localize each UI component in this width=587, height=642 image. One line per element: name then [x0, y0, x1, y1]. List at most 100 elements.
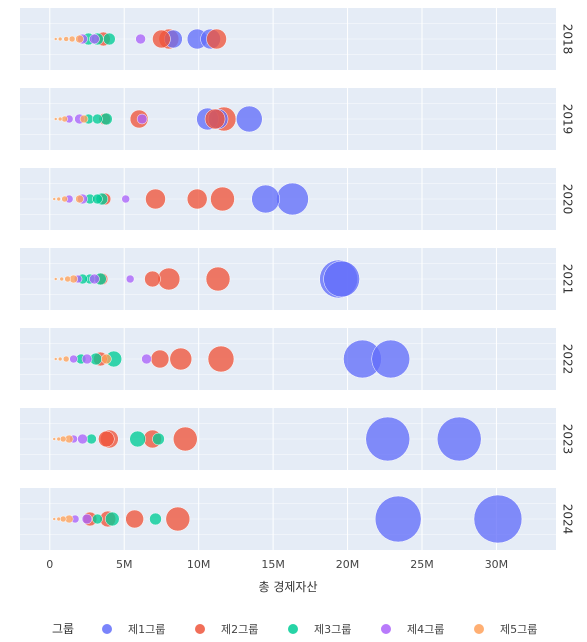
bubble-point	[57, 36, 63, 42]
legend-entry: 제1그룹	[128, 623, 165, 636]
facet-label: 2020	[561, 184, 575, 215]
bubble-point	[77, 433, 88, 445]
bubble-point	[53, 277, 58, 281]
facet-label: 2022	[561, 344, 575, 375]
x-tick-label: 30M	[485, 558, 509, 571]
facet-panel: 2021	[20, 248, 575, 310]
facet-panel: 2019	[20, 88, 575, 150]
bubble-point	[89, 273, 100, 285]
legend-entry: 제5그룹	[500, 623, 537, 636]
bubble-point	[89, 33, 100, 45]
x-tick-label: 15M	[261, 558, 285, 571]
bubble-point	[207, 345, 235, 373]
facet-label: 2018	[561, 24, 575, 55]
facet-panel: 2023	[20, 408, 575, 470]
legend-entry: 제2그룹	[221, 623, 258, 636]
bubble-point	[152, 432, 165, 446]
x-tick-label: 5M	[116, 558, 133, 571]
bubble-point	[81, 513, 93, 525]
bubble-point	[53, 117, 58, 121]
bubble-point	[157, 267, 181, 291]
legend-marker	[195, 624, 205, 634]
bubble-point	[251, 184, 280, 214]
bubble-point	[61, 195, 68, 203]
bubble-point	[169, 347, 193, 371]
bubble-point	[323, 260, 360, 298]
bubble-point	[52, 517, 56, 521]
bubble-point	[186, 188, 208, 210]
bubble-point	[69, 354, 78, 364]
facet-panel: 2018	[20, 8, 575, 70]
bubble-point	[204, 108, 226, 130]
x-axis: 0 5M 10M 15M 20M 25M 30M	[46, 558, 508, 571]
x-tick-label: 10M	[187, 558, 211, 571]
facet-label: 2021	[561, 264, 575, 295]
bubble-point	[210, 186, 235, 212]
bubble-point	[59, 515, 67, 523]
bubble-point	[173, 426, 198, 452]
bubble-point	[165, 506, 191, 532]
facet-panel: 2020	[20, 168, 575, 230]
bubble-point	[81, 353, 93, 365]
facet-panel: 2022	[20, 328, 575, 390]
bubble-point	[68, 35, 76, 43]
bubble-point	[145, 188, 166, 210]
bubble-point	[129, 430, 146, 448]
bubble-point	[136, 113, 148, 125]
bubble-point	[374, 495, 422, 543]
bubble-point	[371, 339, 410, 379]
bubble-point	[75, 194, 84, 204]
facet-panel: 2024	[20, 488, 575, 550]
bubble-point	[473, 494, 523, 544]
bubble-point	[62, 355, 70, 363]
bubble-point	[52, 197, 56, 201]
bubble-point	[101, 353, 112, 365]
bubble-point	[86, 433, 97, 445]
legend-title: 그룹	[52, 622, 74, 636]
legend-entry: 제3그룹	[314, 623, 351, 636]
bubble-point	[103, 32, 116, 46]
bubble-point	[105, 511, 120, 527]
bubble-point	[57, 356, 63, 362]
facet-label: 2023	[561, 424, 575, 455]
bubble-point	[276, 182, 309, 216]
bubble-point	[125, 509, 144, 529]
facet-label: 2024	[561, 504, 575, 535]
legend: 그룹 제1그룹 제2그룹 제3그룹 제4그룹 제5그룹	[52, 622, 537, 636]
x-tick-label: 0	[46, 558, 53, 571]
bubble-point	[150, 349, 170, 369]
bubble-point	[149, 512, 162, 526]
bubble-point	[98, 430, 115, 448]
bubble-point	[92, 513, 103, 525]
bubble-point	[125, 274, 135, 284]
bubble-point	[92, 113, 103, 125]
bubble-point	[121, 194, 130, 204]
bubble-point	[64, 275, 71, 283]
bubble-point	[144, 270, 161, 288]
legend-marker	[102, 624, 112, 634]
x-axis-title: 총 경제자산	[258, 580, 317, 594]
legend-marker	[381, 624, 391, 634]
x-tick-label: 20M	[336, 558, 360, 571]
bubble-point	[53, 357, 58, 361]
bubble-point	[135, 33, 146, 45]
bubble-point	[59, 276, 64, 282]
bubble-point	[53, 37, 58, 41]
legend-marker	[288, 624, 298, 634]
bubble-point	[75, 34, 84, 44]
bubble-point	[56, 516, 61, 522]
bubble-point	[205, 266, 231, 292]
bubble-point	[61, 115, 68, 123]
bubble-point	[236, 105, 263, 133]
facet-panels: 2018 2019 2020 2021 2022 2023 2024	[20, 8, 575, 550]
x-tick-label: 25M	[410, 558, 434, 571]
bubble-point	[57, 116, 63, 122]
bubble-point	[141, 353, 152, 365]
legend-marker	[474, 624, 484, 634]
bubble-point	[365, 416, 411, 462]
facet-label: 2019	[561, 104, 575, 135]
bubble-point	[206, 28, 227, 50]
bubble-point	[59, 435, 67, 443]
bubble-point	[52, 437, 56, 441]
